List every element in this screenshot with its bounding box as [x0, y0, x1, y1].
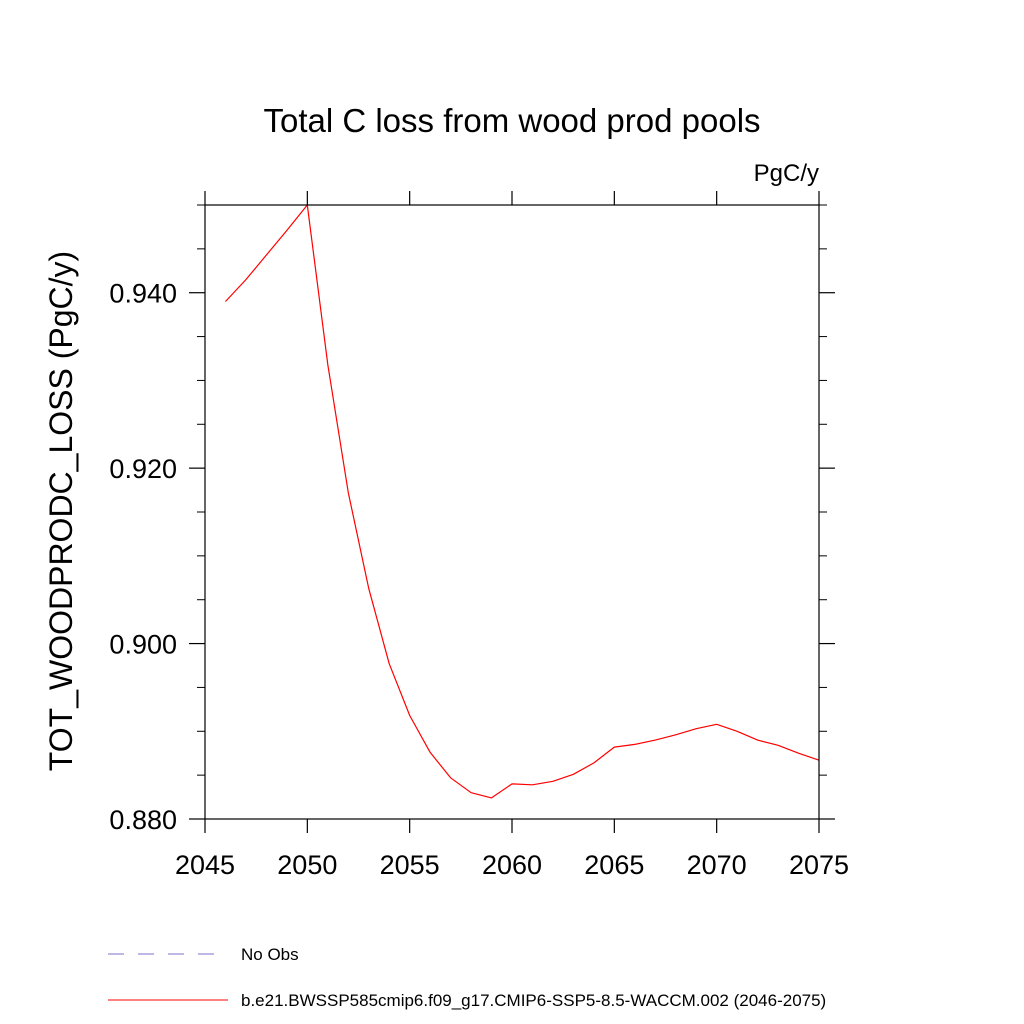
plot-frame — [204, 204, 820, 820]
y-tick-label: 0.940 — [109, 279, 177, 309]
legend-label-no-obs: No Obs — [241, 945, 299, 964]
y-tick-label: 0.920 — [109, 454, 177, 484]
y-tick-label: 0.900 — [109, 630, 177, 660]
series-layer — [225, 204, 820, 799]
y-tick-label: 0.880 — [109, 805, 177, 835]
x-tick-label: 2050 — [277, 850, 337, 880]
x-tick-label: 2075 — [789, 850, 849, 880]
legend-label-model-run: b.e21.BWSSP585cmip6.f09_g17.CMIP6-SSP5-8… — [241, 991, 826, 1010]
y-axis-label: TOT_WOODPRODC_LOSS (PgC/y) — [43, 251, 79, 771]
y-axis-ticks: 0.880 0.900 0.920 0.940 — [109, 204, 835, 835]
x-tick-label: 2055 — [380, 850, 440, 880]
x-tick-label: 2060 — [482, 850, 542, 880]
chart-title: Total C loss from wood prod pools — [263, 102, 760, 139]
x-tick-label: 2045 — [175, 850, 235, 880]
x-tick-label: 2065 — [584, 850, 644, 880]
series-line — [225, 204, 820, 799]
x-axis-ticks: 2045 2050 2055 2060 2065 2070 2075 — [175, 191, 849, 880]
legend: No Obs b.e21.BWSSP585cmip6.f09_g17.CMIP6… — [108, 945, 826, 1010]
x-tick-label: 2070 — [687, 850, 747, 880]
units-label: PgC/y — [754, 160, 819, 187]
